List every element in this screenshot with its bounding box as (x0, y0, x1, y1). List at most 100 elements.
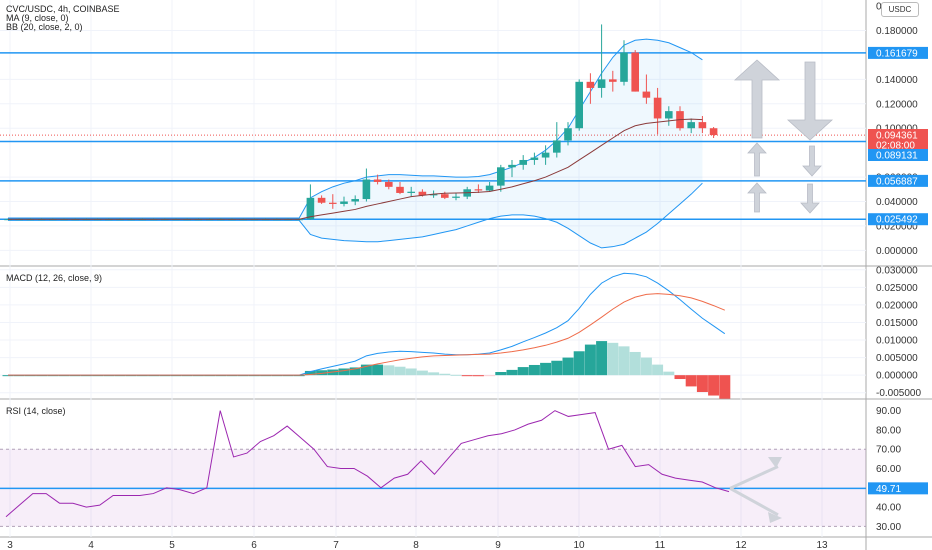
macd-histogram-bar (383, 365, 395, 376)
rsi-title: RSI (14, close) (6, 406, 66, 416)
candle-body (385, 181, 393, 187)
rsi-tick-label: 70.00 (876, 445, 901, 456)
candle-body (317, 197, 326, 203)
candle-body (609, 79, 617, 82)
candle-body (441, 194, 449, 198)
macd-histogram-bar (304, 370, 316, 376)
projection-arrows (733, 59, 834, 214)
macd-histogram-bar (416, 370, 428, 376)
macd-histogram-bar (674, 375, 686, 380)
rsi-arrow-down-head (768, 512, 782, 523)
macd-histogram-bar (551, 360, 563, 376)
candle-body (687, 122, 695, 129)
price-label-box (868, 129, 928, 141)
rsi-tick-label: 30.00 (876, 522, 901, 533)
rsi-tick-label: 40.00 (876, 503, 901, 514)
candle-body (396, 186, 404, 193)
price-tick-label: 0.020000 (876, 221, 918, 232)
price-label-text: 0.056887 (876, 176, 918, 187)
price-label-box (868, 139, 928, 151)
macd-tick-label: 0.010000 (876, 336, 918, 347)
macd-tick-label: 0.020000 (876, 300, 918, 311)
up-arrow-large (733, 59, 781, 139)
macd-pane (2, 272, 731, 399)
macd-tick-label: 0.015000 (876, 318, 918, 329)
macd-histogram-bar (708, 375, 720, 396)
rsi-tick-label: 60.00 (876, 464, 901, 475)
candle-body (665, 111, 673, 119)
macd-histogram-bar (596, 341, 608, 376)
macd-histogram-bar (696, 375, 708, 393)
candle-body (306, 197, 315, 220)
candle-body (530, 157, 539, 160)
price-label-text: 0.161679 (876, 48, 918, 59)
candle-body (642, 91, 651, 98)
macd-histogram-bar (439, 373, 451, 376)
rsi-arrow-up-shaft (729, 465, 779, 490)
rsi-arrow-up-head (768, 457, 782, 468)
candle-body (329, 202, 337, 204)
macd-histogram-bar (540, 362, 552, 376)
macd-signal-line (8, 293, 725, 376)
macd-tick-label: 0.005000 (876, 353, 918, 364)
macd-title: MACD (12, 26, close, 9) (6, 273, 102, 283)
macd-histogram-bar (640, 357, 652, 376)
candle-body (698, 122, 707, 129)
macd-histogram-bar (472, 375, 484, 377)
macd-histogram-bar (573, 351, 585, 376)
x-tick-label: 7 (333, 540, 339, 550)
candle-body (373, 179, 382, 182)
macd-histogram-bar (562, 357, 574, 376)
candle-body (653, 97, 662, 119)
bb-lower-line (8, 182, 703, 249)
candle-body (519, 159, 527, 165)
rsi-line (5, 410, 730, 518)
price-label-box (868, 174, 928, 187)
rsi-pane (0, 410, 866, 527)
macd-histogram-bar (629, 351, 641, 376)
price-tick-label: 0.040000 (876, 197, 918, 208)
price-label-box (868, 213, 928, 226)
rsi-arrow-down-shaft (729, 487, 779, 517)
candle-body (407, 191, 415, 193)
up-arrow-small (747, 142, 767, 177)
currency-button[interactable]: USDC (881, 2, 919, 17)
bollinger-bands (8, 38, 703, 249)
macd-histogram-bar (528, 364, 540, 376)
candle-body (597, 79, 606, 88)
candle-body (4, 219, 12, 221)
price-label-box (868, 46, 928, 59)
candle-body (418, 191, 427, 196)
rsi-current-label: 49.71 (876, 484, 901, 495)
price-tick-label: 0.140000 (876, 75, 918, 86)
candle-body (620, 52, 628, 82)
macd-histogram-bar (360, 364, 372, 376)
macd-histogram-bar (584, 344, 596, 376)
bb-legend: BB (20, close, 2, 0) (6, 22, 83, 32)
price-label-text: 0.094361 (876, 131, 918, 142)
symbol-title: CVC/USDC, 4h, COINBASE (6, 4, 120, 14)
x-tick-label: 8 (413, 540, 419, 550)
macd-histogram-bar (316, 370, 328, 376)
x-tick-label: 12 (735, 540, 747, 550)
candle-body (508, 164, 516, 168)
price-tick-label: 0.120000 (876, 99, 918, 110)
candlestick-series (4, 24, 718, 221)
macd-histogram-bar (428, 372, 440, 376)
candle-body (709, 128, 718, 136)
macd-histogram-bar (484, 375, 496, 377)
candle-body (485, 185, 494, 191)
x-tick-label: 4 (88, 540, 94, 550)
macd-histogram-bar (372, 364, 384, 376)
candle-body (541, 152, 550, 158)
price-label-text: 02:08:00 (876, 141, 915, 152)
macd-histogram-bar (719, 375, 731, 399)
candle-body (362, 179, 371, 200)
x-tick-label: 3 (7, 540, 13, 550)
x-tick-label: 6 (251, 540, 257, 550)
macd-histogram-bar (450, 374, 462, 376)
macd-tick-label: 0.000000 (876, 371, 918, 382)
candle-body (564, 128, 572, 141)
macd-histogram-bar (405, 368, 417, 376)
ma-line (8, 118, 703, 220)
